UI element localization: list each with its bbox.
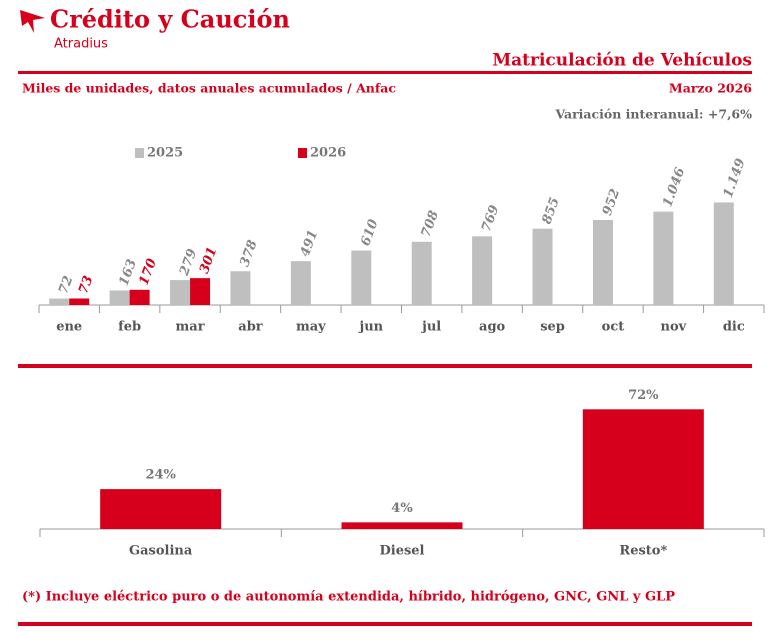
bar (100, 489, 222, 529)
date: Marzo 2026 (669, 81, 752, 96)
legend-label: 2025 (147, 146, 183, 161)
bar (532, 228, 553, 305)
legend-label: 2026 (310, 146, 346, 161)
x-tick-label: mar (176, 320, 205, 335)
x-tick-label: ago (479, 320, 506, 335)
bar (49, 298, 70, 305)
bar (170, 280, 191, 305)
legend-swatch (298, 148, 307, 158)
bar (713, 202, 734, 305)
divider (18, 364, 752, 368)
bar (472, 236, 493, 305)
x-tick-label: Resto* (619, 544, 667, 559)
value-label: 855 (539, 196, 562, 227)
bar (109, 290, 130, 305)
value-label: 73 (76, 274, 96, 296)
value-label: 952 (600, 187, 623, 218)
value-label: 378 (237, 238, 260, 269)
footnote: (*) Incluye eléctrico puro o de autonomí… (22, 590, 675, 605)
x-tick-label: abr (238, 320, 263, 335)
bar (582, 409, 704, 529)
value-label: 1.149 (721, 157, 749, 200)
x-tick-label: nov (661, 320, 687, 335)
value-label: 4% (391, 501, 413, 516)
x-tick-label: jun (358, 320, 383, 335)
bar (129, 289, 150, 305)
x-tick-label: ene (56, 320, 82, 335)
x-tick-label: jul (421, 320, 441, 335)
x-tick-label: Gasolina (129, 544, 193, 559)
logo (20, 10, 45, 33)
value-label: 279 (177, 247, 201, 279)
x-tick-label: feb (118, 320, 141, 335)
x-tick-label: dic (723, 320, 745, 335)
value-label: 24% (145, 468, 176, 483)
bar (69, 298, 90, 305)
subtitle: Miles de unidades, datos anuales acumula… (22, 81, 396, 96)
divider (18, 622, 752, 626)
note: Variación interanual: +7,6% (554, 107, 752, 122)
value-label: 491 (298, 228, 321, 259)
x-tick-label: oct (602, 320, 625, 335)
bar (653, 211, 674, 305)
value-label: 610 (358, 217, 381, 248)
x-tick-label: Diesel (379, 544, 424, 559)
x-tick-label: may (296, 320, 326, 335)
brand: Crédito y Caución (50, 5, 290, 34)
sub-brand: Atradius (54, 37, 108, 52)
divider (18, 71, 752, 74)
x-tick-label: sep (540, 320, 565, 335)
bar (341, 522, 463, 529)
value-label: 170 (137, 257, 160, 288)
value-label: 163 (117, 257, 140, 288)
value-label: 301 (197, 245, 220, 276)
value-label: 708 (419, 209, 442, 240)
bar (411, 241, 432, 305)
legend-swatch (135, 148, 144, 158)
bar (230, 271, 251, 305)
bar (351, 250, 372, 305)
value-label: 72% (628, 388, 659, 403)
page-title: Matriculación de Vehículos (492, 51, 752, 71)
value-label: 769 (479, 203, 502, 234)
value-label: 1.046 (660, 166, 688, 209)
value-label: 72 (56, 274, 76, 296)
bar (190, 278, 211, 305)
bar (592, 220, 613, 305)
bar (290, 261, 311, 305)
